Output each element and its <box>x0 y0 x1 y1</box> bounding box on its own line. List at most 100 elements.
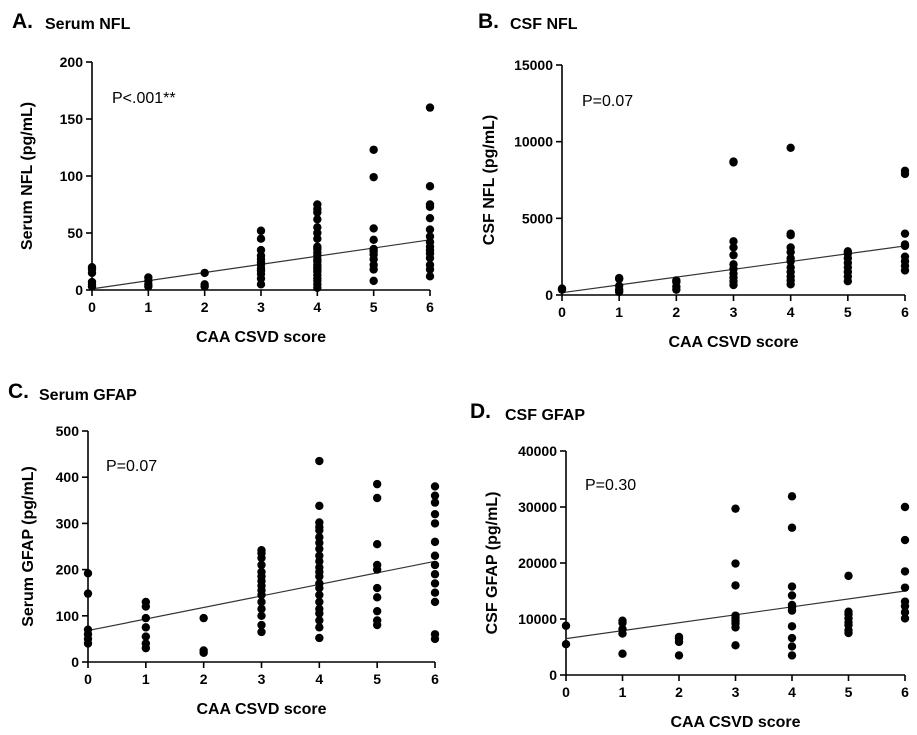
data-point <box>315 544 324 554</box>
x-tick-label: 4 <box>787 304 795 320</box>
data-point <box>313 215 322 224</box>
data-point <box>372 539 382 549</box>
y-tick-label: 150 <box>60 111 84 127</box>
data-point <box>729 260 738 269</box>
data-point <box>787 523 797 532</box>
data-point <box>256 226 266 235</box>
data-point <box>369 235 378 245</box>
data-point <box>83 569 93 578</box>
panel-letter: A. <box>12 10 33 33</box>
panel-c: C. Serum GFAP 0 100 200 300 400 500 0 1 2 3 4 5 6 CAA C… <box>8 380 440 718</box>
data-point <box>369 172 378 182</box>
data-point <box>787 600 797 610</box>
data-point <box>731 611 740 620</box>
data-point <box>614 281 624 290</box>
data-point <box>315 563 324 572</box>
data-point <box>787 492 797 501</box>
data-point <box>141 613 151 623</box>
data-point <box>729 243 738 252</box>
data-point <box>315 616 324 625</box>
x-tick-label: 5 <box>370 299 378 315</box>
y-tick-label: 0 <box>549 667 557 683</box>
data-point <box>430 560 440 570</box>
x-tick-label: 3 <box>258 671 266 687</box>
y-tick-label: 100 <box>56 608 80 624</box>
x-tick-label: 5 <box>373 671 381 687</box>
x-tick-label: 3 <box>257 299 265 315</box>
data-point <box>315 623 324 632</box>
p-value-annotation: P=0.07 <box>106 458 157 475</box>
data-point <box>257 627 266 637</box>
x-tick-label: 6 <box>426 299 434 315</box>
y-tick-label: 15000 <box>514 57 553 73</box>
data-point <box>430 588 440 597</box>
data-point <box>561 640 571 649</box>
data-point <box>257 545 266 555</box>
data-point <box>256 234 266 243</box>
data-point <box>425 272 435 281</box>
data-point <box>430 570 440 579</box>
data-point <box>315 533 324 542</box>
data-point <box>315 590 324 600</box>
data-point <box>786 243 795 252</box>
y-tick-label: 0 <box>71 654 79 670</box>
panel-b: B. CSF NFL 0 5000 10000 15000 0 1 2 3 4 5 6 CAA CSVD … <box>478 10 910 351</box>
panel-title: Serum GFAP <box>39 387 137 404</box>
data-point <box>731 581 740 590</box>
x-tick-label: 6 <box>901 304 909 320</box>
data-point <box>372 593 382 602</box>
x-tick-label: 2 <box>672 304 680 320</box>
x-tick-label: 1 <box>144 299 152 315</box>
data-point <box>430 491 440 500</box>
panel-a: A. Serum NFL 0 50 100 150 200 0 1 2 3 4 5 6 CAA CSVD s… <box>12 10 435 346</box>
panel-d: D. CSF GFAP 0 10000 20000 30000 40000 0 1 2 3 4 5 6 CA… <box>470 400 910 731</box>
data-point <box>618 649 627 658</box>
data-point <box>141 623 151 632</box>
data-point <box>83 589 93 598</box>
data-point <box>315 597 324 607</box>
data-point <box>369 224 378 233</box>
data-point <box>900 583 910 592</box>
data-point <box>372 493 382 503</box>
x-tick-label: 5 <box>844 304 852 320</box>
x-tick-label: 3 <box>730 304 738 320</box>
data-point <box>900 535 910 545</box>
panel-title: CSF NFL <box>510 16 578 33</box>
data-point <box>144 273 153 282</box>
data-point <box>786 254 795 263</box>
data-point <box>900 240 910 249</box>
p-value-annotation: P=0.30 <box>585 477 636 494</box>
data-point <box>425 225 435 234</box>
data-point <box>900 166 910 175</box>
x-tick-label: 6 <box>431 671 439 687</box>
x-axis-label: CAA CSVD score <box>670 714 800 731</box>
y-tick-label: 40000 <box>518 443 557 459</box>
data-point <box>425 182 435 191</box>
data-point <box>731 559 740 568</box>
x-tick-label: 6 <box>901 684 909 700</box>
data-point <box>674 634 684 643</box>
x-axis-label: CAA CSVD score <box>196 701 326 718</box>
data-point <box>313 200 322 209</box>
y-tick-label: 200 <box>56 562 80 578</box>
data-point <box>425 232 435 241</box>
data-point <box>787 622 797 631</box>
x-tick-label: 0 <box>84 671 92 687</box>
data-point <box>369 276 378 286</box>
p-value-annotation: P<.001** <box>112 90 176 107</box>
data-point <box>614 273 624 283</box>
data-point <box>315 518 324 527</box>
x-tick-label: 2 <box>201 299 209 315</box>
x-tick-label: 5 <box>845 684 853 700</box>
data-point <box>256 245 266 255</box>
data-point <box>430 579 440 588</box>
data-point <box>900 567 910 576</box>
data-point <box>315 604 324 614</box>
data-point <box>315 579 324 588</box>
data-point <box>313 223 322 232</box>
data-point <box>900 614 910 623</box>
y-tick-label: 0 <box>75 282 83 298</box>
data-point <box>372 583 382 593</box>
y-tick-label: 30000 <box>518 499 557 515</box>
